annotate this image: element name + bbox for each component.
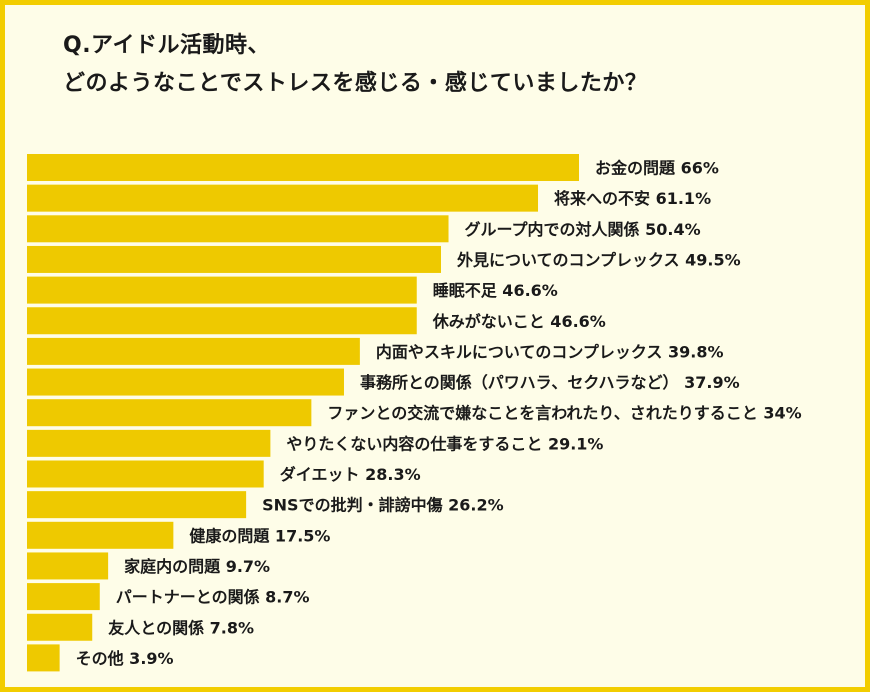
bar-label-8: 事務所との関係（パワハラ、セクハラなど） 37.9%: [360, 373, 740, 392]
bar-label-6: 休みがないこと 46.6%: [432, 312, 606, 331]
bar-label-10: やりたくない内容の仕事をすること 29.1%: [286, 434, 603, 453]
bar-5: [27, 276, 417, 304]
bar-label-7: 内面やスキルについてのコンプレックス 39.8%: [376, 342, 724, 361]
bar-label-14: 家庭内の問題 9.7%: [124, 557, 270, 576]
chart-title-line-2: どのようなことでストレスを感じる・感じていましたか？: [63, 71, 648, 96]
bar-16: [27, 613, 93, 641]
bar-label-4: 外見についてのコンプレックス 49.5%: [456, 250, 741, 269]
bar-17: [27, 644, 60, 672]
bar-label-12: SNSでの批判・誹謗中傷 26.2%: [262, 496, 504, 515]
bar-13: [27, 521, 174, 549]
bar-10: [27, 429, 271, 457]
bar-8: [27, 368, 344, 396]
bar-7: [27, 337, 360, 365]
bar-label-3: グループ内での対人関係 50.4%: [465, 220, 701, 239]
bar-label-1: お金の問題 66%: [595, 159, 719, 178]
bar-11: [27, 460, 264, 488]
bar-4: [27, 245, 441, 273]
bar-15: [27, 583, 100, 611]
bar-3: [27, 215, 449, 243]
bar-label-16: 友人との関係 7.8%: [108, 618, 254, 637]
bar-label-11: ダイエット 28.3%: [280, 465, 421, 484]
bar-label-9: ファンとの交流で嫌なことを言われたり、されたりすること 34%: [327, 404, 801, 423]
bar-label-5: 睡眠不足 46.6%: [433, 281, 558, 300]
bar-14: [27, 552, 109, 580]
bar-label-15: パートナーとの関係 8.7%: [116, 588, 310, 607]
bar-label-17: その他 3.9%: [76, 649, 174, 668]
bar-label-13: 健康の問題 17.5%: [189, 526, 330, 545]
bar-1: [27, 154, 579, 181]
bar-9: [27, 399, 312, 427]
bar-2: [27, 184, 539, 212]
bar-6: [27, 307, 417, 335]
bar-label-2: 将来への不安 61.1%: [554, 189, 711, 208]
bar-12: [27, 491, 247, 519]
chart-title-line-1: Q.アイドル活動時、: [63, 33, 270, 58]
